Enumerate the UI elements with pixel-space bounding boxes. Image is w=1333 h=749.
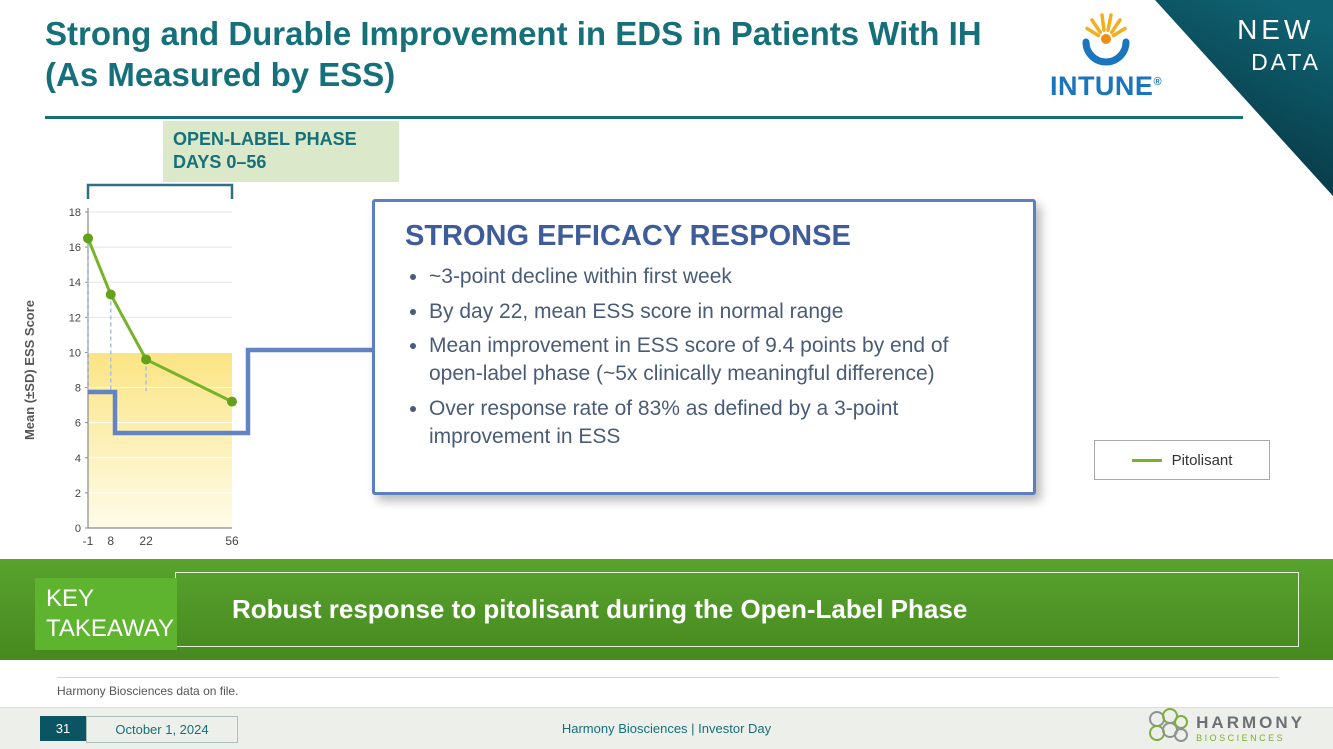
footnote: Harmony Biosciences data on file. [57, 684, 239, 698]
title-divider [45, 116, 1243, 119]
svg-text:22: 22 [139, 534, 153, 548]
legend-label: Pitolisant [1171, 451, 1233, 469]
key-takeaway-label: KEY TAKEAWAY [35, 578, 177, 650]
footer-center-text: Harmony Biosciences | Investor Day [561, 721, 772, 736]
svg-text:6: 6 [75, 418, 81, 430]
harmony-logo-icon [1146, 708, 1189, 749]
registered-mark: ® [1153, 76, 1163, 88]
callout-bullet-list: ~3-point decline within first week By da… [403, 263, 1005, 450]
harmony-logo: HARMONY BIOSCIENCES [1146, 708, 1305, 749]
intune-sun-icon [1074, 13, 1138, 70]
callout-bullet: By day 22, mean ESS score in normal rang… [429, 298, 1005, 326]
intune-logo: INTUNE® [1046, 8, 1166, 102]
efficacy-callout-box: STRONG EFFICACY RESPONSE ~3-point declin… [372, 199, 1036, 495]
svg-text:16: 16 [69, 242, 81, 254]
svg-text:4: 4 [75, 453, 81, 465]
intune-wordmark: INTUNE® [1049, 71, 1163, 101]
footer-bar: Harmony Biosciences | Investor Day 31 Oc… [0, 707, 1333, 749]
svg-text:2: 2 [75, 488, 81, 500]
page-title: Strong and Durable Improvement in EDS in… [45, 15, 982, 93]
callout-bullet: Over response rate of 83% as defined by … [429, 395, 1005, 450]
open-label-phase-label: OPEN-LABEL PHASE DAYS 0–56 [163, 121, 399, 182]
footnote-divider [57, 677, 1279, 678]
key-takeaway-banner: Robust response to pitolisant during the… [0, 559, 1333, 660]
new-data-label: NEW DATA [1237, 14, 1321, 75]
svg-text:12: 12 [69, 312, 81, 324]
svg-text:56: 56 [225, 534, 239, 548]
callout-bullet: Mean improvement in ESS score of 9.4 poi… [429, 332, 1005, 387]
svg-text:-1: -1 [83, 534, 94, 548]
svg-text:Mean (±SD) ESS Score: Mean (±SD) ESS Score [22, 300, 37, 440]
takeaway-text: Robust response to pitolisant during the… [232, 594, 968, 624]
callout-title: STRONG EFFICACY RESPONSE [405, 220, 851, 252]
callout-bullet: ~3-point decline within first week [429, 263, 1005, 291]
biosciences-wordmark: BIOSCIENCES [1196, 733, 1286, 743]
svg-text:8: 8 [75, 383, 81, 395]
legend-line-swatch [1131, 458, 1162, 462]
svg-text:0: 0 [75, 523, 81, 535]
page-number: 31 [40, 716, 86, 741]
svg-text:18: 18 [69, 207, 81, 219]
harmony-wordmark: HARMONY [1196, 713, 1305, 732]
svg-text:14: 14 [69, 277, 81, 289]
ess-line-chart: 0 2 4 6 8 10 12 14 16 18 -1 8 22 56 Mean (±SD) ESS Sco… [22, 183, 374, 548]
new-data-corner-banner: NEW DATA [1155, 0, 1333, 196]
chart-legend: Pitolisant [1094, 440, 1270, 480]
footer-date: October 1, 2024 [86, 716, 238, 743]
svg-text:10: 10 [69, 347, 81, 359]
svg-text:8: 8 [107, 534, 114, 548]
